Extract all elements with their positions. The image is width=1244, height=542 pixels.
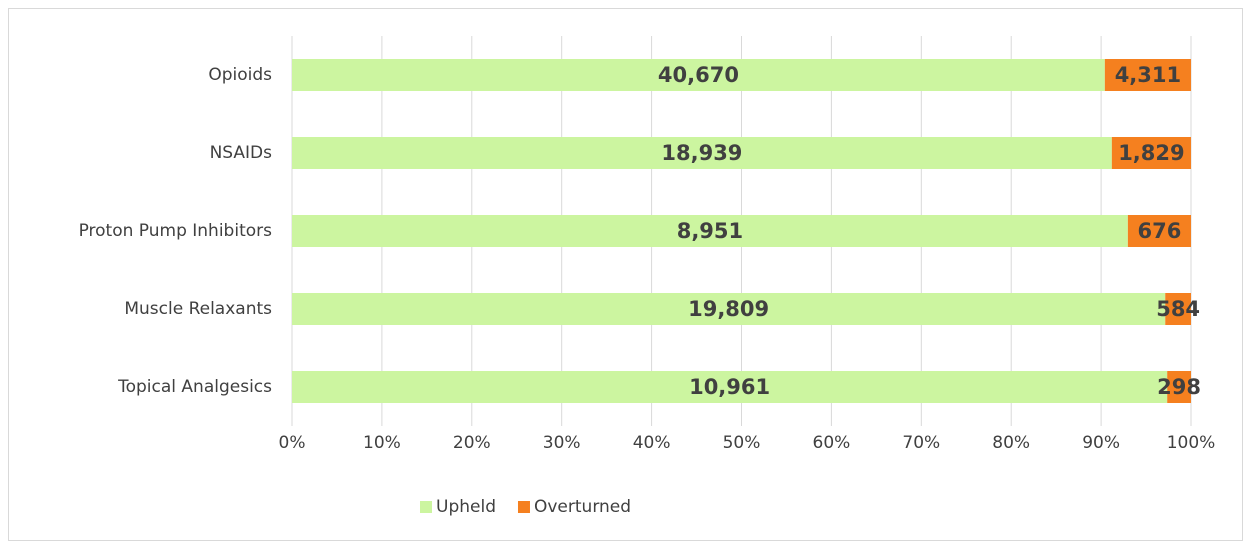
data-label: 40,670 <box>658 63 739 87</box>
chart-border <box>8 8 1243 541</box>
x-tick-label: 60% <box>813 433 851 453</box>
x-tick-label: 30% <box>543 433 581 453</box>
y-tick-label: Muscle Relaxants <box>124 299 272 319</box>
x-tick-label: 90% <box>1082 433 1120 453</box>
data-label: 8,951 <box>677 219 743 243</box>
legend-label: Overturned <box>534 497 631 517</box>
bar-segment <box>1165 293 1191 325</box>
bar-segment <box>292 215 1128 247</box>
bar-segment <box>292 137 1112 169</box>
x-tick-label: 40% <box>633 433 671 453</box>
data-label: 10,961 <box>689 375 770 399</box>
x-tick-label: 10% <box>363 433 401 453</box>
bar-segment <box>1127 215 1191 247</box>
y-tick-label: Topical Analgesics <box>117 377 272 397</box>
x-tick-label: 70% <box>902 433 940 453</box>
y-tick-label: Proton Pump Inhibitors <box>79 221 273 241</box>
x-tick-label: 0% <box>279 433 306 453</box>
y-tick-label: Opioids <box>208 65 272 85</box>
bar-segment <box>292 293 1166 325</box>
data-label: 584 <box>1156 297 1200 321</box>
data-label: 4,311 <box>1115 63 1181 87</box>
bar-segment <box>1104 59 1191 91</box>
x-tick-label: 80% <box>992 433 1030 453</box>
x-tick-label: 100% <box>1167 433 1216 453</box>
legend-label: Upheld <box>436 497 496 517</box>
x-tick-label: 50% <box>723 433 761 453</box>
data-label: 19,809 <box>688 297 769 321</box>
y-tick-label: NSAIDs <box>210 143 273 163</box>
data-label: 1,829 <box>1118 141 1184 165</box>
data-label: 676 <box>1138 219 1182 243</box>
data-label: 298 <box>1157 375 1201 399</box>
bar-segment <box>1167 371 1191 403</box>
bar-segment <box>1111 137 1191 169</box>
data-label: 18,939 <box>661 141 742 165</box>
bar-segment <box>292 59 1105 91</box>
bar-segment <box>292 371 1168 403</box>
legend-swatch <box>420 501 432 513</box>
x-tick-label: 20% <box>453 433 491 453</box>
legend-swatch <box>517 501 530 513</box>
